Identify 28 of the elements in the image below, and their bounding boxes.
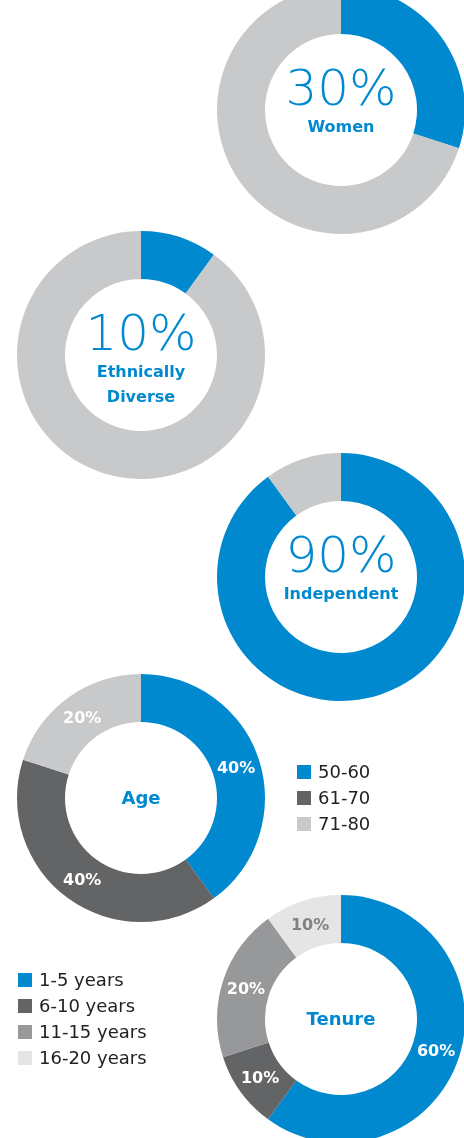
legend-label: 50-60 xyxy=(318,761,371,783)
text: Independent xyxy=(283,584,399,603)
legend-label: 1-5 years xyxy=(39,969,124,991)
data-label: 10% xyxy=(240,1068,280,1088)
data-label: 30% xyxy=(285,59,397,117)
data-label: 40% xyxy=(216,757,256,777)
donut-slice xyxy=(268,453,341,516)
donut-slice xyxy=(17,759,214,922)
data-label: 40% xyxy=(63,869,102,889)
donut-slice xyxy=(17,231,265,479)
legend-label: 71-80 xyxy=(318,813,371,835)
legend-label: 61-70 xyxy=(318,787,371,809)
text: Tenure xyxy=(306,1008,376,1030)
data-label: 20% xyxy=(226,978,266,998)
donut-slice xyxy=(268,895,341,958)
data-label: 10% xyxy=(85,304,197,362)
legend-label: 11-15 years xyxy=(39,1021,147,1043)
data-label: 10% xyxy=(290,914,330,934)
legend-label: 6-10 years xyxy=(39,995,136,1017)
donut-slice xyxy=(217,453,464,701)
text: Age xyxy=(121,787,161,809)
data-label: 90% xyxy=(285,526,397,584)
text: Ethnically Diverse xyxy=(96,362,186,406)
donut-slice xyxy=(141,231,214,294)
data-label: 60% xyxy=(416,1040,456,1060)
legend-label: 16-20 years xyxy=(39,1047,147,1069)
donut-slice xyxy=(23,674,141,775)
text: Women xyxy=(307,117,375,136)
